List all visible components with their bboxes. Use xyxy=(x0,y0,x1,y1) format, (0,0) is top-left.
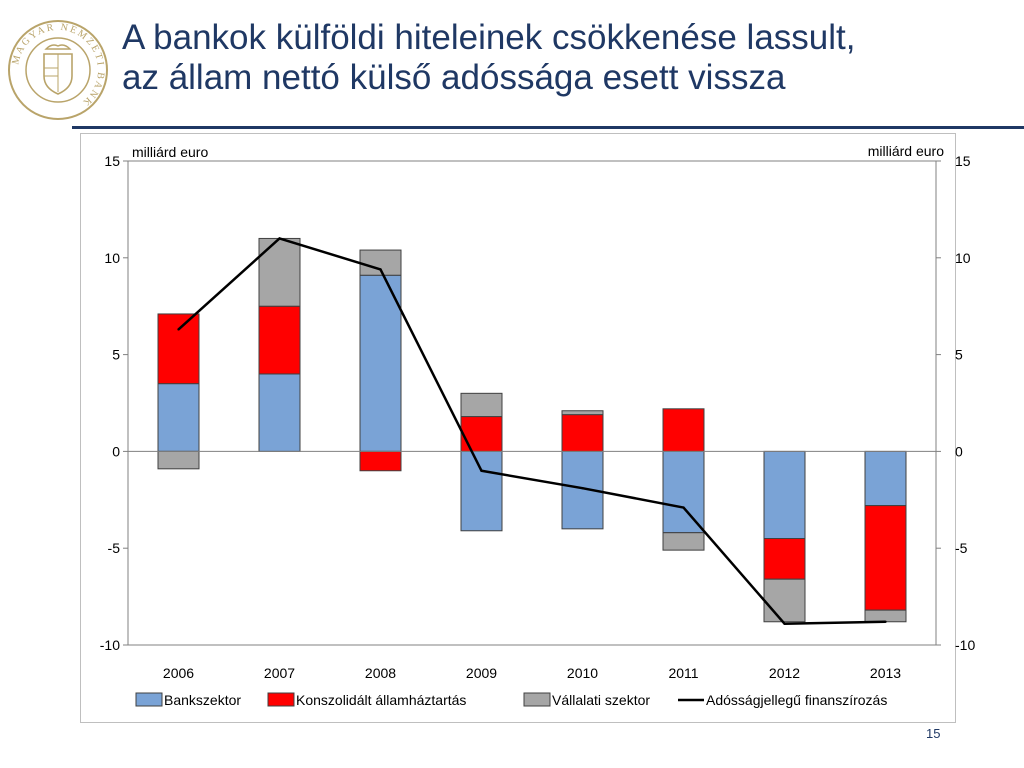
bar-konszolid-lt-llamh-ztart-s-2013 xyxy=(864,505,907,611)
title-line-1: A bankok külföldi hiteleinek csökkenése … xyxy=(122,18,856,57)
header-divider xyxy=(72,126,1024,129)
bar-v-llalati-szektor-2007 xyxy=(258,237,301,307)
x-tick-label: 2010 xyxy=(567,665,598,681)
bar-v-llalati-szektor-2013 xyxy=(864,609,907,623)
line-point xyxy=(581,486,584,490)
x-tick-label: 2009 xyxy=(466,665,497,681)
bar-bankszektor-2012 xyxy=(763,450,806,540)
bar-bankszektor-2011 xyxy=(662,450,705,534)
line-point xyxy=(278,237,281,240)
bar-bankszektor-2009 xyxy=(460,450,503,532)
legend-swatch xyxy=(523,692,551,707)
x-tick-label: 2008 xyxy=(365,665,396,681)
x-tick-label: 2011 xyxy=(668,665,698,681)
legend-label: Vállalati szektor xyxy=(552,692,650,708)
bar-konszolid-lt-llamh-ztart-s-2011 xyxy=(662,408,705,452)
bar-konszolid-lt-llamh-ztart-s-2008 xyxy=(359,450,402,472)
bar-konszolid-lt-llamh-ztart-s-2010 xyxy=(561,414,604,452)
line-point xyxy=(682,506,685,509)
plot-area xyxy=(127,160,937,646)
bar-v-llalati-szektor-2006 xyxy=(157,450,200,470)
bar-v-llalati-szektor-2010 xyxy=(561,410,604,416)
y-right-tick-label: 0 xyxy=(955,443,963,459)
bar-v-llalati-szektor-2011 xyxy=(662,532,705,551)
bar-bankszektor-2006 xyxy=(157,383,200,452)
x-tick-label: 2007 xyxy=(264,665,295,681)
bar-v-llalati-szektor-2009 xyxy=(460,392,503,418)
slide-title: A bankok külföldi hiteleinek csökkenése … xyxy=(122,18,1002,98)
line-point xyxy=(480,469,483,472)
line-series xyxy=(177,237,886,625)
bar-konszolid-lt-llamh-ztart-s-2009 xyxy=(460,416,503,452)
y-right-tick-label: -5 xyxy=(955,540,968,556)
y-right-axis-label: milliárd euro xyxy=(868,143,944,159)
y-right-tick-label: 5 xyxy=(955,347,963,363)
x-tick-label: 2013 xyxy=(870,665,901,681)
legend-label: Konszolidált államháztartás xyxy=(296,692,466,708)
y-left-tick-label: 0 xyxy=(112,443,120,459)
bar-konszolid-lt-llamh-ztart-s-2007 xyxy=(258,305,301,375)
page-number: 15 xyxy=(926,726,941,741)
y-left-tick-label: 5 xyxy=(112,347,120,363)
y-left-tick-label: 10 xyxy=(104,250,120,266)
bar-konszolid-lt-llamh-ztart-s-2006 xyxy=(157,313,200,385)
line-point xyxy=(884,620,887,623)
line-point xyxy=(783,622,786,625)
bar-bankszektor-2007 xyxy=(258,373,301,452)
title-line-2: az állam nettó külső adóssága esett viss… xyxy=(122,58,786,97)
legend-swatch xyxy=(135,692,163,707)
y-left-tick-label: -10 xyxy=(100,637,120,653)
y-left-axis-label: milliárd euro xyxy=(132,144,208,160)
legend-swatch xyxy=(267,692,295,707)
y-right-tick-label: -10 xyxy=(955,637,975,653)
y-left-tick-label: 15 xyxy=(104,153,120,169)
bar-bankszektor-2008 xyxy=(359,274,402,452)
bar-konszolid-lt-llamh-ztart-s-2012 xyxy=(763,538,806,580)
line-point xyxy=(379,268,382,271)
y-right-tick-label: 15 xyxy=(955,153,971,169)
line-point xyxy=(177,328,180,331)
bar-bankszektor-2013 xyxy=(864,450,907,507)
y-right-tick-label: 10 xyxy=(955,250,971,266)
x-tick-label: 2012 xyxy=(769,665,800,681)
y-left-tick-label: -5 xyxy=(108,540,121,556)
legend-label: Bankszektor xyxy=(164,692,241,708)
chart-frame xyxy=(80,133,956,723)
x-tick-label: 2006 xyxy=(163,665,194,681)
legend-label: Adósságjellegű finanszírozás xyxy=(706,692,887,708)
mnb-logo: MAGYAR NEMZETI BANK xyxy=(6,18,110,122)
bar-v-llalati-szektor-2012 xyxy=(763,578,806,623)
